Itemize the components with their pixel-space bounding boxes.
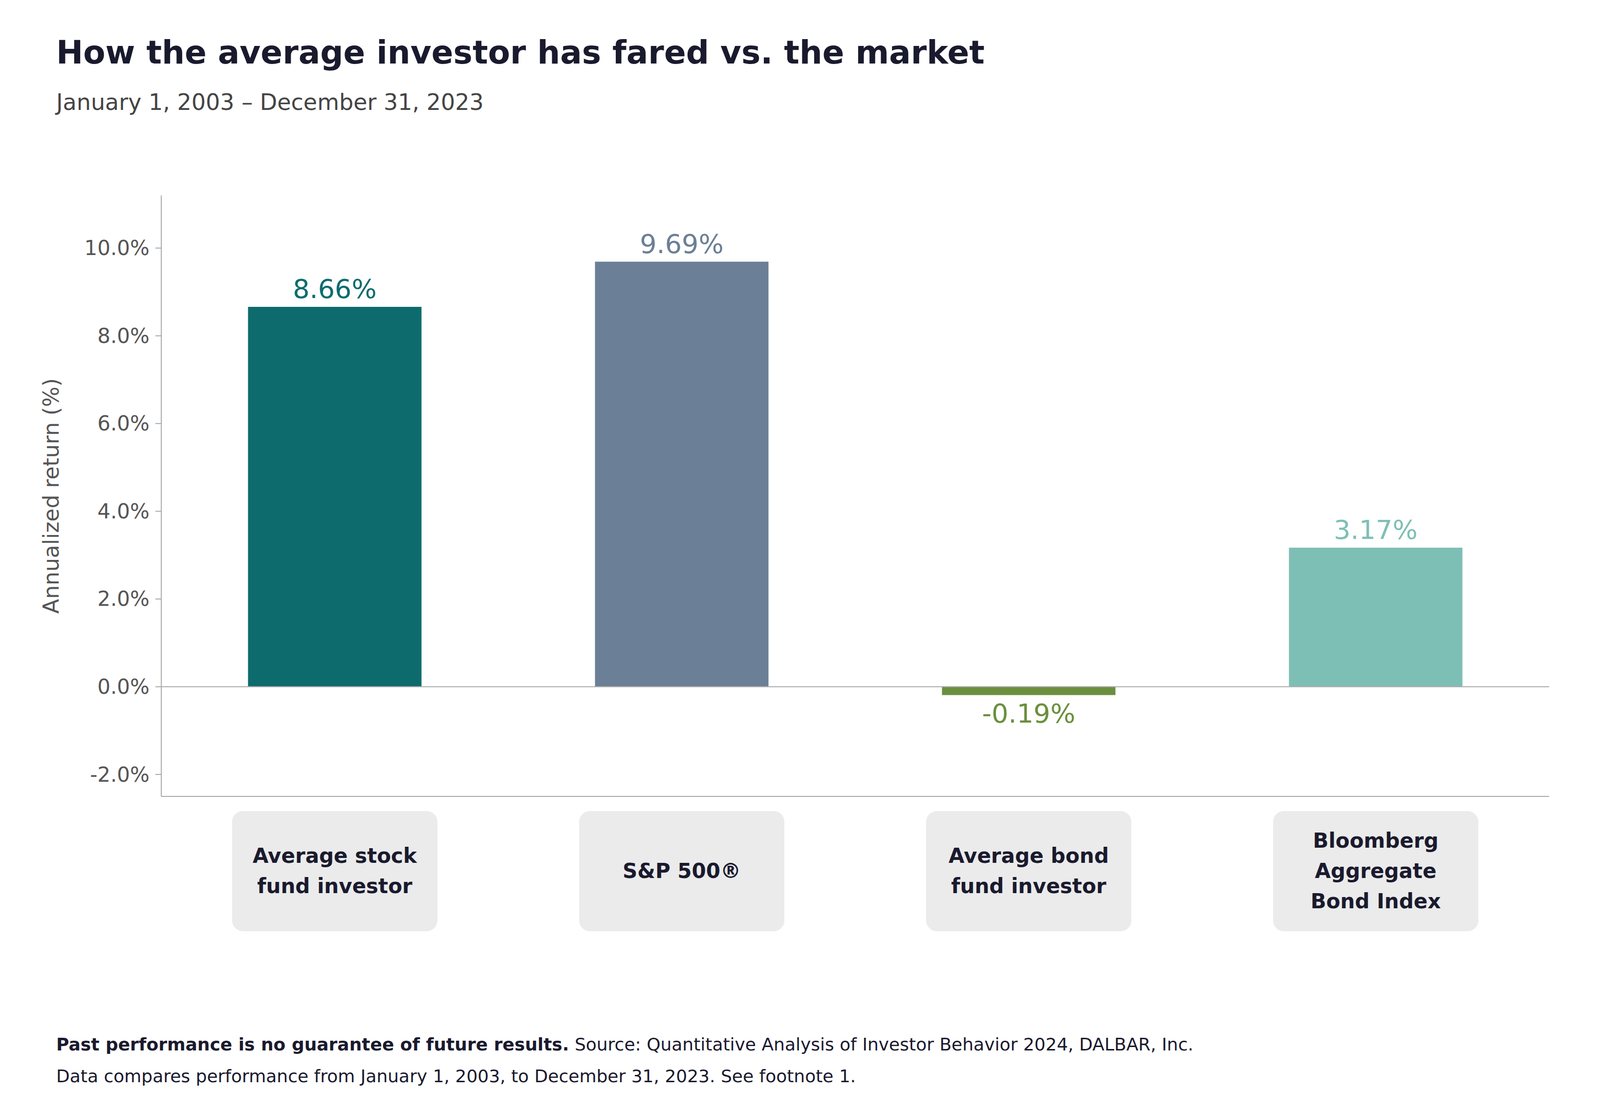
- bar: [248, 306, 422, 688]
- y-tick-label: 4.0%: [97, 499, 150, 524]
- category-label: Average stock fund investor: [252, 843, 418, 899]
- y-tick: [155, 774, 162, 776]
- footnote-source: Source: Quantitative Analysis of Investo…: [568, 1034, 1193, 1055]
- category-label-line: fund investor: [257, 874, 413, 899]
- category-label-line: Bloomberg: [1312, 828, 1439, 853]
- y-axis-label: Annualized return (%): [38, 378, 64, 614]
- category-label-line: S&P 500®: [622, 859, 741, 884]
- category-label: Bloomberg Aggregate Bond Index: [1310, 828, 1442, 914]
- subtitle: January 1, 2003 – December 31, 2023: [54, 88, 484, 116]
- y-tick: [155, 510, 162, 512]
- category-label: Average bond fund investor: [948, 843, 1109, 899]
- y-tick-label: 2.0%: [97, 586, 150, 611]
- y-tick: [155, 686, 162, 688]
- y-tick-label: 10.0%: [84, 236, 150, 260]
- zero-line: [161, 686, 1550, 688]
- category-label-group: S&P 500®: [579, 811, 785, 932]
- y-tick: [155, 423, 162, 425]
- footnote-line: Data compares performance from January 1…: [56, 1066, 856, 1087]
- y-tick-label: 8.0%: [97, 324, 150, 348]
- y-tick: [155, 335, 162, 337]
- x-axis-line: [161, 796, 1550, 798]
- bar: [942, 687, 1116, 696]
- bars: [248, 261, 1463, 696]
- data-label: -0.19%: [981, 698, 1076, 730]
- y-tick-label: 6.0%: [97, 411, 150, 436]
- bar: [595, 261, 769, 688]
- category-label-box: [1273, 811, 1479, 932]
- bar: [1289, 547, 1463, 688]
- background: [0, 0, 1600, 1113]
- footnote-bold: Past performance is no guarantee of futu…: [56, 1034, 569, 1055]
- data-label: 9.69%: [639, 228, 724, 260]
- category-label: S&P 500®: [622, 859, 741, 884]
- category-label-line: Average bond: [948, 843, 1109, 868]
- category-label-line: Bond Index: [1310, 889, 1442, 914]
- category-label-line: fund investor: [951, 874, 1107, 899]
- y-tick-label: -2.0%: [89, 762, 150, 787]
- y-tick-label: 0.0%: [97, 674, 150, 699]
- category-label-box: [926, 811, 1132, 932]
- y-axis-line: [160, 195, 162, 797]
- chart: How the average investor has fared vs. t…: [0, 0, 1600, 1113]
- category-label-group: Average stock fund investor: [232, 811, 438, 932]
- category-label-box: [579, 811, 785, 932]
- y-tick: [155, 247, 162, 249]
- data-label: 8.66%: [292, 273, 377, 305]
- category-label-line: Aggregate: [1315, 859, 1437, 884]
- y-tick: [155, 598, 162, 600]
- category-label-line: Average stock: [252, 843, 418, 868]
- category-label-group: Average bond fund investor: [926, 811, 1132, 932]
- footnote: Past performance is no guarantee of futu…: [56, 1034, 1194, 1055]
- category-label-group: Bloomberg Aggregate Bond Index: [1273, 811, 1479, 932]
- category-label-box: [232, 811, 438, 932]
- title: How the average investor has fared vs. t…: [56, 33, 985, 72]
- data-label: 3.17%: [1333, 514, 1418, 546]
